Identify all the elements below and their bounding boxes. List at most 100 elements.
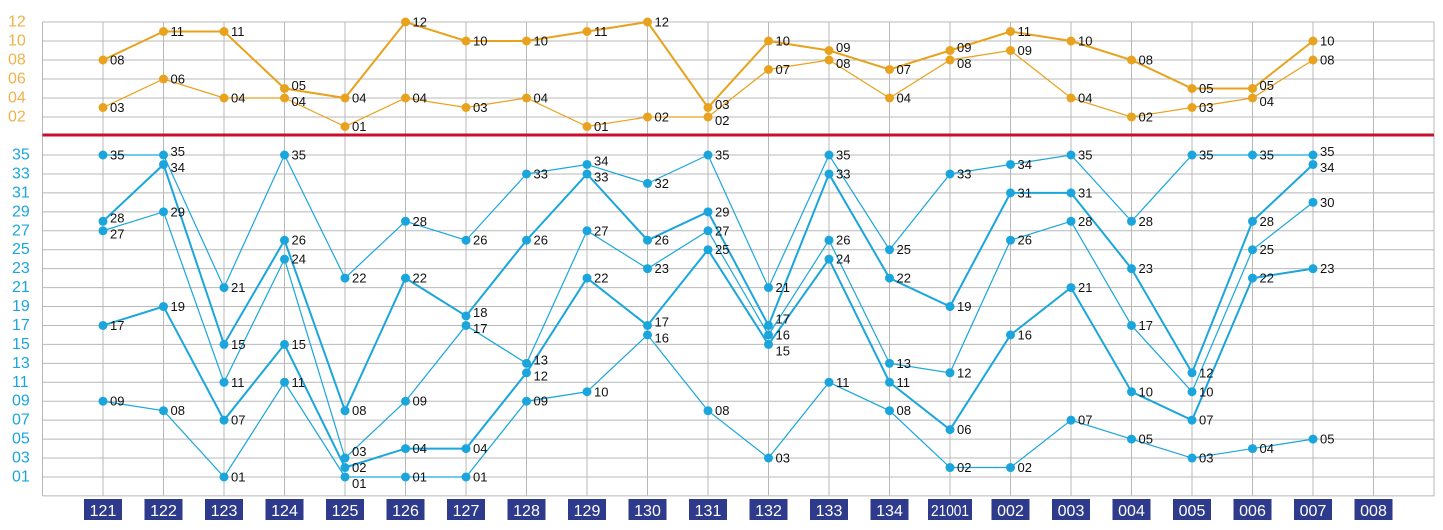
top-data-label: 09: [957, 40, 971, 55]
top-data-label: 05: [1199, 81, 1213, 96]
top-data-label: 03: [1199, 100, 1213, 115]
bottom-data-label: 26: [534, 233, 548, 248]
x-label-box: [144, 499, 183, 520]
top-data-point: [280, 93, 289, 103]
bottom-data-label: 07: [1199, 413, 1213, 428]
y-tick-label-top: 04: [8, 90, 26, 107]
y-tick-label-top: 10: [8, 33, 26, 50]
bottom-data-label: 11: [836, 375, 850, 390]
bottom-data-point: [340, 463, 350, 473]
x-label-box: [205, 499, 243, 520]
bottom-data-label: 15: [231, 337, 245, 352]
bottom-data-label: 26: [473, 233, 487, 248]
top-data-point: [280, 84, 289, 93]
bottom-data-label: 19: [957, 299, 971, 314]
bottom-data-label: 33: [957, 166, 971, 181]
bottom-data-point: [582, 226, 592, 236]
top-data-label: 10: [776, 34, 790, 49]
bottom-data-label: 22: [413, 271, 427, 286]
bottom-data-point: [461, 320, 471, 330]
bottom-data-point: [945, 302, 955, 312]
x-tick-label: 005: [1179, 503, 1206, 520]
bottom-data-point: [219, 283, 229, 293]
top-data-point: [461, 103, 471, 112]
bottom-data-point: [1066, 150, 1076, 160]
top-data-point: [1006, 46, 1015, 55]
bottom-data-point: [824, 169, 834, 179]
bottom-data-label: 04: [1260, 441, 1274, 456]
bottom-data-label: 09: [413, 394, 427, 409]
top-data-point: [1127, 55, 1136, 65]
bottom-data-label: 29: [715, 204, 729, 219]
bottom-data-point: [764, 453, 773, 463]
bottom-data-point: [582, 169, 592, 179]
top-data-label: 11: [1018, 24, 1032, 39]
top-data-point: [764, 36, 773, 46]
x-label-box: [1052, 499, 1090, 520]
top-data-point: [824, 46, 834, 55]
top-data-label: 03: [715, 97, 729, 112]
bottom-data-label: 35: [1260, 148, 1274, 163]
bottom-data-label: 22: [594, 271, 608, 286]
top-data-label: 05: [292, 78, 306, 93]
bottom-data-point: [945, 425, 955, 435]
bottom-data-point: [522, 169, 531, 179]
bottom-data-label: 07: [1078, 413, 1092, 428]
bottom-data-label: 26: [836, 233, 850, 248]
top-data-label: 05: [1260, 78, 1274, 93]
top-data-point: [1248, 93, 1257, 103]
top-data-point: [1006, 27, 1015, 36]
x-tick-label: 132: [755, 503, 782, 520]
bottom-data-label: 31: [1078, 185, 1092, 200]
top-data-point: [1248, 84, 1257, 93]
bottom-data-point: [824, 150, 834, 160]
top-data-label: 01: [594, 119, 608, 134]
x-label-box: [386, 499, 425, 520]
bottom-data-label: 35: [292, 148, 306, 163]
bottom-data-point: [280, 150, 289, 160]
bottom-data-label: 10: [594, 384, 608, 399]
bottom-data-label: 35: [836, 148, 850, 163]
bottom-data-point: [98, 320, 108, 330]
top-data-label: 11: [171, 24, 185, 39]
bottom-data-point: [522, 396, 531, 406]
bottom-data-label: 32: [655, 176, 669, 191]
x-label-box: [447, 499, 485, 520]
x-tick-label: 134: [876, 503, 903, 520]
bottom-data-point: [885, 273, 894, 283]
bottom-data-point: [461, 235, 471, 245]
y-tick-label-bottom: 21: [12, 279, 30, 296]
bottom-data-point: [219, 339, 229, 349]
top-data-point: [340, 122, 350, 131]
bottom-data-label: 11: [292, 375, 306, 390]
top-data-label: 09: [836, 40, 850, 55]
bottom-data-point: [219, 377, 229, 387]
y-tick-label-bottom: 29: [12, 203, 30, 220]
top-data-point: [643, 112, 652, 122]
top-data-label: 09: [1018, 43, 1032, 58]
bottom-data-point: [280, 254, 289, 264]
bottom-data-point: [1066, 188, 1076, 198]
top-data-point: [401, 17, 410, 27]
bottom-data-label: 21: [231, 280, 245, 295]
top-data-point: [703, 112, 713, 122]
bottom-data-point: [1187, 150, 1197, 160]
y-tick-label-bottom: 19: [12, 298, 30, 315]
bottom-data-point: [1308, 197, 1318, 207]
y-tick-label-bottom: 27: [12, 222, 30, 239]
x-tick-label: 006: [1239, 503, 1266, 520]
x-tick-label: 007: [1300, 503, 1327, 520]
bottom-data-point: [340, 453, 350, 463]
top-data-label: 06: [171, 72, 185, 87]
bottom-data-point: [764, 283, 773, 293]
bottom-data-label: 07: [231, 413, 245, 428]
x-tick-label: 131: [695, 503, 722, 520]
bottom-data-label: 03: [776, 451, 790, 466]
bottom-data-point: [1308, 150, 1318, 160]
bottom-data-label: 28: [413, 214, 427, 229]
bottom-data-label: 33: [594, 170, 608, 185]
bottom-data-point: [461, 472, 471, 482]
y-tick-label-top: 02: [8, 109, 26, 126]
top-data-point: [461, 36, 471, 46]
x-tick-label: 002: [997, 503, 1024, 520]
